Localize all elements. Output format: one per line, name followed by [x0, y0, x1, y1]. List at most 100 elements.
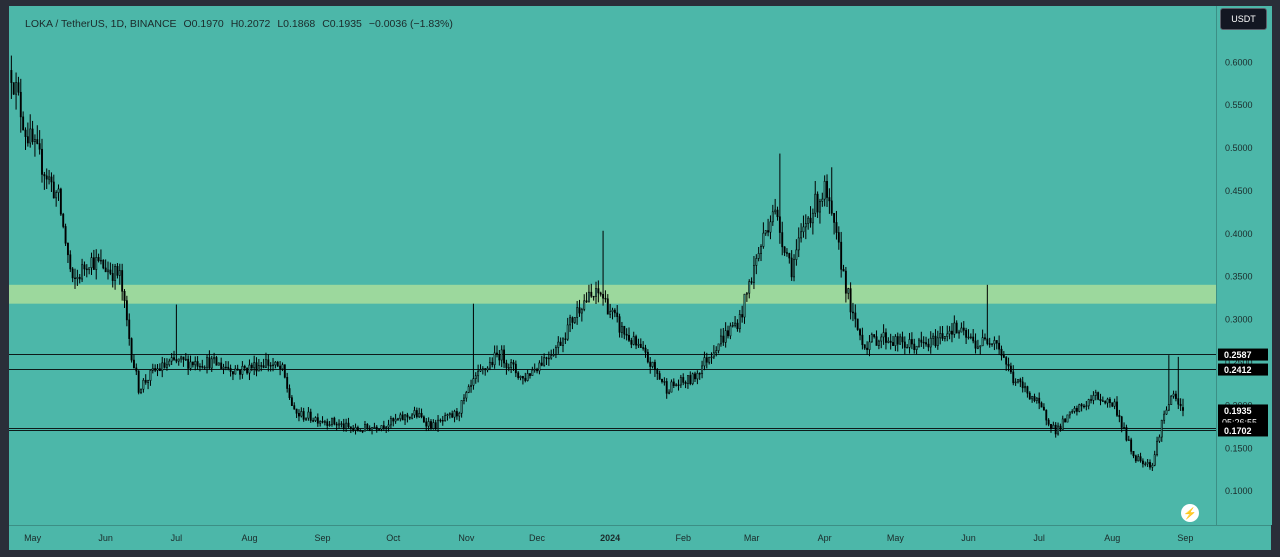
candle-body [385, 426, 388, 429]
candle-body [854, 312, 857, 320]
candle-body [821, 198, 824, 202]
candle-body [625, 333, 628, 336]
candle-body [408, 416, 411, 419]
candle-body [929, 337, 932, 348]
candle-body [26, 136, 29, 144]
candle-body [703, 357, 706, 367]
candle-body [708, 356, 711, 363]
candle-body [564, 338, 567, 340]
candle-body [307, 411, 310, 419]
candle-body [557, 341, 560, 348]
candle-body [260, 365, 263, 367]
candle-body [786, 252, 788, 254]
candle-body [1052, 424, 1055, 429]
candle-body [455, 411, 458, 417]
candle-body [170, 357, 173, 362]
candle-body [663, 381, 666, 383]
candle-body [642, 347, 645, 349]
candle-body [828, 197, 831, 202]
candle-body [276, 361, 279, 367]
candle-body [222, 366, 225, 369]
x-tick-label: 2024 [600, 533, 620, 543]
price-axis[interactable]: 0.6000 0.5500 0.5000 0.4500 0.4000 0.3500 0.30… [1216, 6, 1272, 525]
candle-body [99, 259, 102, 262]
legend-high: H0.2072 [230, 18, 271, 30]
candle-body [783, 246, 786, 253]
candle-body [481, 368, 484, 370]
candle-body [826, 180, 828, 198]
candle-body [1127, 439, 1130, 441]
legend-open: O0.1970 [183, 18, 224, 30]
candle-body [265, 359, 267, 368]
candle-body [474, 375, 477, 379]
y-tick-label: 0.3000 [1225, 315, 1253, 325]
lightning-icon[interactable]: ⚡ [1181, 504, 1199, 522]
candle-body [580, 309, 583, 314]
candle-body [906, 346, 909, 349]
candle-body [877, 340, 880, 346]
price-label-text: 0.2587 [1224, 350, 1252, 360]
candle-body [90, 257, 93, 269]
candle-body [293, 405, 296, 410]
candle-body [239, 370, 241, 375]
x-tick-label: Oct [386, 533, 401, 543]
candle-body [31, 128, 34, 143]
candle-body [988, 343, 991, 345]
candle-body [12, 82, 15, 95]
candle-body [1014, 381, 1017, 384]
candle-body [1000, 348, 1003, 356]
currency-button[interactable]: USDT [1220, 8, 1267, 30]
candle-body [611, 309, 614, 312]
candle-body [121, 270, 124, 292]
candle-body [470, 385, 473, 387]
candle-body [140, 388, 142, 393]
candle-body [479, 369, 482, 372]
candle-body [29, 128, 32, 144]
candle-body [852, 311, 854, 314]
candle-body [936, 337, 939, 347]
candle-body [375, 426, 378, 430]
candle-body [979, 345, 982, 348]
candle-body [675, 384, 678, 386]
candle-body [639, 343, 642, 348]
candle-body [422, 416, 425, 423]
candle-body [387, 424, 390, 428]
candle-body [36, 139, 39, 144]
candle-body [1158, 436, 1161, 442]
candle-body [729, 325, 732, 337]
candle-body [248, 364, 251, 374]
candle-body [453, 411, 456, 418]
candle-body [147, 380, 150, 383]
candle-body [50, 176, 53, 183]
candle-body [463, 397, 465, 401]
time-axis-svg: May Jun Jul Aug Sep Oct Nov Dec 2024 Feb Mar Apr May… [24, 533, 1193, 543]
chart-plot-area[interactable]: LOKA / TetherUS, 1D, BINANCE O0.1970 H0.… [9, 6, 1216, 525]
candle-body [649, 361, 652, 367]
candle-body [731, 324, 734, 327]
candle-body [788, 253, 791, 259]
candle-body [156, 368, 159, 371]
candle-body [234, 368, 237, 375]
candle-body [644, 347, 647, 353]
candle-body [59, 188, 62, 215]
candle-body [81, 264, 84, 280]
time-axis[interactable]: May Jun Jul Aug Sep Oct Nov Dec 2024 Feb Mar Apr May… [9, 525, 1271, 550]
candle-body [1097, 392, 1100, 400]
candle-body [448, 413, 451, 415]
candle-body [194, 361, 197, 366]
candle-body [984, 337, 986, 340]
candle-body [232, 371, 234, 375]
candle-body [85, 268, 88, 271]
candle-body [870, 334, 873, 343]
y-tick-label: 0.4000 [1225, 229, 1253, 239]
price-label-box [1218, 363, 1268, 376]
candle-body [1099, 399, 1102, 402]
candle-body [953, 322, 956, 335]
candle-body [830, 200, 833, 214]
candle-body [819, 201, 821, 213]
candle-body [477, 370, 480, 377]
candle-body [1092, 395, 1095, 401]
candle-body [199, 365, 201, 368]
y-tick-label: 0.3500 [1225, 272, 1253, 282]
candle-body [378, 428, 381, 431]
